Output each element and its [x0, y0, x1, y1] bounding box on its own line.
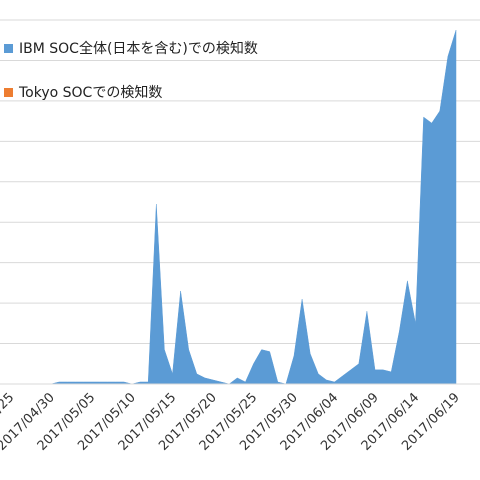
x-tick-labels: 2017/04/252017/04/302017/05/052017/05/10… [0, 390, 463, 454]
legend-entry-tokyo: Tokyo SOCでの検知数 [4, 82, 162, 102]
legend-label-ibm: IBM SOC全体(日本を含む)での検知数 [19, 41, 258, 57]
legend-label-tokyo: Tokyo SOCでの検知数 [19, 85, 163, 101]
series-area-0 [0, 30, 457, 385]
legend-entry-ibm: IBM SOC全体(日本を含む)での検知数 [4, 38, 258, 58]
legend-swatch-blue [4, 43, 13, 53]
gridlines [0, 19, 480, 345]
legend-swatch-orange [4, 87, 13, 97]
